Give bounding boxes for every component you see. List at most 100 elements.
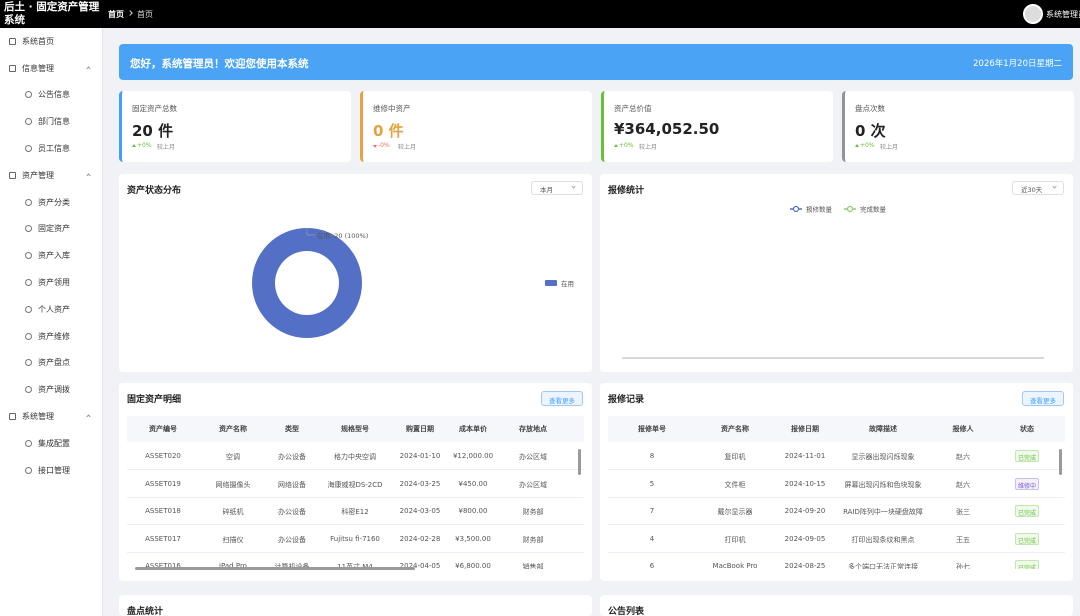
cell: ¥12,000.00 — [452, 452, 494, 460]
status-label: 已完成 — [1017, 510, 1036, 517]
submenu-item[interactable]: 接口管理 — [38, 465, 70, 475]
stat-label: 资产总价值 — [614, 104, 652, 113]
column-header: 资产名称 — [219, 425, 247, 433]
chart: 报修数量 完成数量 — [622, 205, 1044, 359]
status-tag: 已完成 — [1015, 560, 1039, 569]
cell: ASSET017 — [145, 534, 181, 543]
trend-icon — [855, 144, 859, 147]
menu-icon — [9, 38, 16, 45]
cell: 复印机 — [724, 453, 746, 461]
cell: 7 — [649, 507, 655, 515]
submenu-icon — [25, 278, 32, 286]
stat-label: 固定资产总数 — [132, 104, 177, 113]
submenu-icon — [25, 118, 32, 126]
column-header: 存放地点 — [519, 425, 547, 433]
view-more-button[interactable]: 查看更多 — [541, 391, 583, 406]
legend-label: 在用 — [561, 279, 574, 288]
menu-item[interactable]: 资产管理 — [22, 170, 54, 180]
app-title: 后土 · 固定资产管理系统 — [4, 1, 100, 26]
cell: 科密E12 — [341, 508, 369, 516]
cell: 2024-04-05 — [399, 562, 441, 569]
cell: 显示器出现闪烁现象 — [851, 453, 915, 461]
cell: 2024-01-10 — [399, 452, 441, 460]
cell: MacBook Pro — [712, 562, 758, 569]
stat-note: 较上月 — [880, 144, 899, 151]
select-value: 近30天 — [1021, 186, 1043, 194]
select[interactable]: 近30天 — [1012, 181, 1064, 195]
sidebar: 系统首页信息管理公告信息部门信息员工信息资产管理资产分类固定资产资产入库资产领用… — [0, 28, 103, 616]
submenu-item[interactable]: 资产分类 — [38, 197, 70, 207]
column-header: 报修人 — [952, 425, 974, 433]
stat-card: 盘点次数 0 次 +0% 较上月 — [842, 91, 1074, 162]
cell: 2024-03-05 — [399, 507, 441, 515]
cell: 6 — [649, 562, 655, 569]
submenu-icon — [25, 252, 32, 260]
panel: 公告列表 — [600, 595, 1073, 616]
row-divider — [608, 496, 1065, 498]
cell: 空调 — [226, 453, 240, 461]
menu-item[interactable]: 系统首页 — [22, 37, 54, 46]
stat-value: ¥364,052.50 — [614, 120, 720, 138]
row-divider — [127, 551, 584, 553]
stat-note: 较上月 — [639, 144, 658, 151]
column-header: 报修单号 — [638, 425, 666, 433]
submenu-item[interactable]: 公告信息 — [38, 90, 70, 100]
submenu-item[interactable]: 资产盘点 — [38, 358, 70, 368]
view-more-button[interactable]: 查看更多 — [1022, 391, 1064, 406]
submenu-icon — [25, 359, 32, 367]
cell: 2024-08-25 — [784, 562, 826, 569]
stat-card: 固定资产总数 20 件 +0% 较上月 — [119, 91, 351, 162]
cell: RAID阵列中一块硬盘故障 — [843, 508, 923, 516]
cell: 2024-10-15 — [784, 479, 826, 488]
stat-value: 20 件 — [132, 122, 174, 140]
menu-item[interactable]: 系统管理 — [22, 411, 54, 421]
cell: 办公设备 — [278, 453, 306, 461]
select[interactable]: 本月 — [531, 181, 583, 195]
status-tag: 已完成 — [1015, 450, 1039, 462]
cell: 办公设备 — [278, 508, 306, 516]
cell: 扫描仪 — [222, 535, 244, 544]
avatar — [1023, 4, 1043, 24]
stat-change: +0% — [860, 142, 875, 149]
panel-title: 报修记录 — [608, 395, 645, 405]
submenu-item[interactable]: 员工信息 — [38, 143, 70, 153]
cell: 2024-03-25 — [399, 479, 441, 488]
submenu-icon — [25, 305, 32, 313]
menu-icon — [9, 171, 16, 179]
submenu-item[interactable]: 资产维修 — [38, 331, 70, 341]
column-header: 成本单价 — [459, 425, 487, 433]
cell: 办公区域 — [519, 480, 547, 489]
submenu-item[interactable]: 个人资产 — [38, 304, 70, 314]
submenu-item[interactable]: 资产入库 — [38, 251, 70, 261]
cell: 碎纸机 — [222, 508, 244, 516]
status-tag: 维修中 — [1015, 477, 1039, 490]
submenu-item[interactable]: 部门信息 — [38, 117, 70, 127]
menu-item[interactable]: 信息管理 — [22, 63, 54, 73]
column-header: 故障描述 — [869, 425, 897, 433]
cell: 5 — [649, 479, 655, 488]
cell: 格力中央空调 — [334, 453, 376, 461]
status-label: 已完成 — [1017, 537, 1036, 545]
submenu-icon — [25, 144, 32, 152]
legend-marker — [792, 205, 800, 213]
cell: 网络设备 — [278, 480, 306, 489]
row-divider — [608, 469, 1065, 470]
submenu-icon — [25, 225, 32, 233]
welcome-banner: 您好，系统管理员！欢迎您使用本系统 2026年1月20日星期二 — [119, 44, 1073, 80]
cell: iPad Pro — [219, 562, 247, 569]
status-label: 维修中 — [1017, 482, 1036, 490]
submenu-icon — [25, 198, 32, 206]
panel: 固定资产明细 查看更多 资产编号 资产名称 类型 规格型号 购置日期 成本单价 存放地点 ASSE… — [119, 383, 592, 581]
stat-label: 盘点次数 — [855, 104, 885, 113]
submenu-item[interactable]: 固定资产 — [38, 224, 70, 234]
user-name[interactable]: 系统管理员 — [1046, 10, 1080, 19]
cell: 财务部 — [522, 535, 544, 544]
panel-title: 公告列表 — [608, 607, 645, 616]
submenu-item[interactable]: 集成配置 — [38, 438, 70, 448]
submenu-item[interactable]: 资产领用 — [38, 277, 70, 287]
submenu-item[interactable]: 资产调拨 — [38, 385, 70, 395]
welcome-date: 2026年1月20日星期二 — [973, 59, 1062, 69]
breadcrumb[interactable]: 首页 — [108, 10, 124, 19]
